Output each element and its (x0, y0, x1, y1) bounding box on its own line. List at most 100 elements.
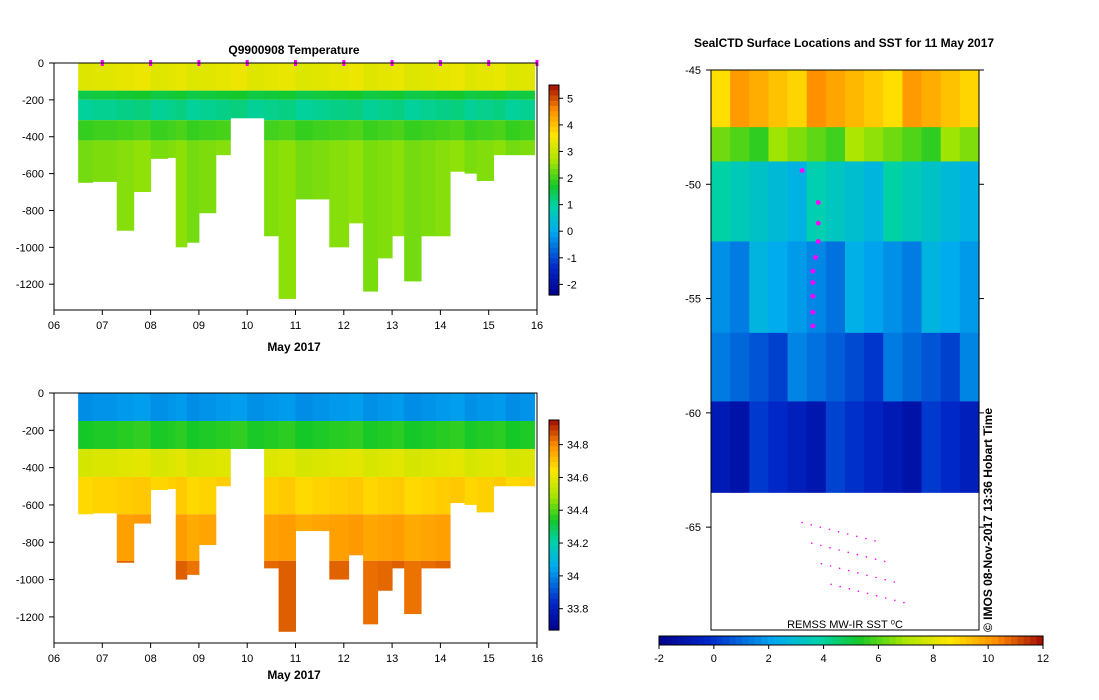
colorbar-step (549, 148, 559, 154)
sst-cell (883, 241, 904, 334)
profile-cell (377, 560, 393, 591)
profile-cell (278, 99, 296, 121)
profile-cell (133, 63, 152, 91)
colorbar-step (549, 540, 559, 547)
profile-cell (215, 448, 231, 477)
profile-cell (392, 99, 405, 121)
colorbar-step (549, 420, 559, 426)
sst-colorbar-step (1017, 636, 1025, 645)
profile-cell (198, 120, 217, 141)
sst-cell (825, 401, 846, 494)
sst-cell (883, 127, 904, 163)
sst-cell (787, 127, 808, 163)
sst-cell (845, 332, 865, 403)
lat-label: -65 (685, 522, 701, 534)
profile-cell (464, 393, 478, 421)
profile-cell (464, 99, 478, 121)
profile-cell (421, 560, 437, 569)
colorbar-step (549, 514, 559, 521)
sst-cell (768, 241, 789, 334)
sst-colorbar-step (793, 636, 801, 645)
temperature-y-axis: 0 -200 -400 -600 -800 -1000 -1200 (16, 58, 54, 291)
x-tick-label: 14 (434, 320, 446, 332)
sst-cell (768, 127, 789, 163)
profile-cell (215, 420, 231, 449)
profile-cell (450, 63, 466, 91)
colorbar-step (549, 572, 559, 579)
profile-cell (392, 120, 405, 141)
profile-cell (295, 90, 313, 100)
profile-cell (92, 90, 118, 100)
profile-cell (264, 90, 280, 100)
profile-cell (435, 420, 451, 449)
colorbar-step (549, 153, 559, 160)
sst-colorbar-step (908, 636, 916, 645)
x-tick-label: 10 (241, 320, 253, 332)
profile-cell (404, 120, 422, 141)
surface-location (799, 168, 805, 173)
sst-cell (921, 161, 942, 243)
salinity-cells (78, 393, 536, 632)
sst-cell (940, 127, 961, 163)
sst-cell (768, 332, 789, 403)
y-tick-label: -200 (22, 95, 44, 107)
colorbar-step (549, 603, 559, 610)
profile-cell (215, 476, 231, 487)
sst-cell (749, 70, 770, 128)
profile-cell (295, 63, 313, 91)
profile-cell (175, 90, 188, 100)
sst-cell (825, 127, 846, 163)
profile-cell (150, 393, 169, 421)
profile-cell (247, 99, 265, 119)
lat-label: -55 (685, 294, 701, 306)
salinity-x-label: May 2017 (267, 668, 321, 682)
sst-cell (768, 161, 789, 243)
profile-cell (404, 560, 422, 615)
sst-colorbar-step (972, 636, 980, 645)
sst-cell (921, 70, 942, 128)
profile-cell (363, 476, 379, 515)
profile-cell (295, 393, 313, 421)
lat-label: -50 (685, 179, 701, 191)
profile-cell (505, 448, 521, 477)
colorbar-step (549, 242, 559, 249)
sst-colorbar-step (902, 636, 910, 645)
profile-cell (312, 120, 330, 141)
profile-cell (404, 420, 422, 449)
profile-cell (175, 514, 188, 561)
profile-cell (404, 476, 422, 515)
profile-cell (493, 476, 507, 487)
profile-cell (167, 63, 177, 91)
x-tick-label: 12 (338, 320, 350, 332)
sst-colorbar-step (729, 636, 737, 645)
sst-cell (787, 161, 808, 243)
sst-colorbar-step (979, 636, 986, 645)
profile-cell (377, 420, 393, 449)
sst-colorbar-step (806, 636, 814, 645)
profile-cell (92, 120, 118, 141)
sst-colorbar-label: 6 (875, 653, 881, 665)
profile-cell (92, 140, 118, 182)
sst-colorbar-step (883, 636, 890, 645)
track-dot (874, 540, 876, 542)
track-dot (875, 576, 877, 579)
colorbar-step (549, 190, 559, 196)
colorbar-step (549, 472, 559, 479)
x-tick-label: 08 (144, 320, 156, 332)
profile-cell (133, 120, 152, 141)
sst-cell (864, 161, 884, 243)
colorbar-step (549, 237, 559, 244)
sst-colorbar-step (934, 636, 942, 645)
profile-cell (312, 393, 330, 421)
profile-cell (167, 140, 177, 158)
profile-cell (377, 120, 393, 141)
sst-colorbar-step (985, 636, 993, 645)
colorbar-step (549, 184, 559, 191)
profile-cell (167, 448, 177, 477)
sst-colorbar-step (748, 636, 756, 645)
colorbar-step (549, 279, 559, 286)
colorbar-step (549, 137, 559, 144)
sst-cell (711, 241, 731, 334)
sst-colorbar-step (927, 636, 935, 645)
profile-cell (329, 140, 350, 248)
